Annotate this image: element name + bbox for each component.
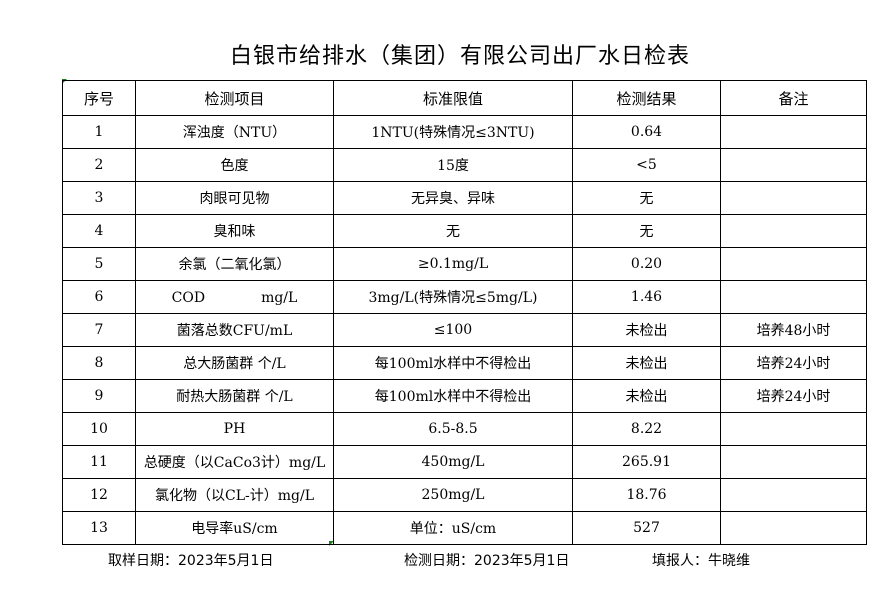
table-cell: 6	[62, 280, 136, 314]
table-cell: 8	[62, 346, 136, 380]
table-row: 13 电导率uS/cm 单位：uS/cm 527	[62, 511, 867, 545]
table-cell: 0.20	[572, 247, 721, 281]
table-cell: 耐热大肠菌群 个/L	[135, 379, 334, 413]
table-cell: 未检出	[572, 379, 721, 413]
testing-date: 检测日期：2023年5月1日	[404, 553, 570, 569]
table-cell: 11	[62, 445, 136, 479]
table-cell: 8.22	[572, 412, 721, 446]
table-cell: 无	[572, 181, 721, 215]
table-cell: 265.91	[572, 445, 721, 479]
header-cell: 检测结果	[572, 80, 721, 116]
table-cell	[720, 115, 867, 149]
table-cell: 总硬度（以CaCo3计）mg/L	[135, 445, 334, 479]
table-cell: 未检出	[572, 346, 721, 380]
table-cell: 培养24小时	[720, 379, 867, 413]
table-cell: 4	[62, 214, 136, 248]
table-cell	[720, 181, 867, 215]
table-cell: 未检出	[572, 313, 721, 347]
table-row: 2 色度 15度 <5	[62, 148, 867, 182]
table-cell: 色度	[135, 148, 334, 182]
table-row: 7 菌落总数CFU/mL ≤100 未检出 培养48小时	[62, 313, 867, 347]
table-cell: PH	[135, 412, 334, 446]
table-cell: 2	[62, 148, 136, 182]
table-cell: 18.76	[572, 478, 721, 512]
table-cell: 1	[62, 115, 136, 149]
table-cell: 每100ml水样中不得检出	[333, 379, 573, 413]
table-cell	[720, 478, 867, 512]
table-cell	[720, 280, 867, 314]
table-cell: 电导率uS/cm	[135, 511, 334, 545]
table-row: 5 余氯（二氧化氯） ≥0.1mg/L 0.20	[62, 247, 867, 281]
table-cell: 3mg/L(特殊情况≤5mg/L)	[333, 280, 573, 314]
table-cell: 10	[62, 412, 136, 446]
table-cell: 1.46	[572, 280, 721, 314]
table-cell: 527	[572, 511, 721, 545]
table-row: 12 氯化物（以CL-计）mg/L 250mg/L 18.76	[62, 478, 867, 512]
table-cell	[720, 445, 867, 479]
table-cell: 0.64	[572, 115, 721, 149]
table-cell: 余氯（二氧化氯）	[135, 247, 334, 281]
table-cell: <5	[572, 148, 721, 182]
table-cell: 无	[333, 214, 573, 248]
table-cell: ≥0.1mg/L	[333, 247, 573, 281]
table-row: 6 COD mg/L 3mg/L(特殊情况≤5mg/L) 1.46	[62, 280, 867, 314]
reporter: 填报人：牛晓维	[652, 553, 750, 569]
table-cell: 5	[62, 247, 136, 281]
table-cell: 培养24小时	[720, 346, 867, 380]
table-cell: 7	[62, 313, 136, 347]
table-cell: 无	[572, 214, 721, 248]
table-cell	[720, 214, 867, 248]
table-cell: 单位：uS/cm	[333, 511, 573, 545]
table-row: 11 总硬度（以CaCo3计）mg/L 450mg/L 265.91	[62, 445, 867, 479]
table-cell: 15度	[333, 148, 573, 182]
header-row: 序号 检测项目 标准限值 检测结果 备注	[62, 80, 867, 116]
table-row: 3 肉眼可见物 无异臭、异味无	[62, 181, 867, 215]
table-cell: 菌落总数CFU/mL	[135, 313, 334, 347]
header-cell: 标准限值	[333, 80, 573, 116]
table-row: 1 浑浊度（NTU） 1NTU(特殊情况≤3NTU) 0.64	[62, 115, 867, 149]
table-cell: 肉眼可见物	[135, 181, 334, 215]
table-cell: 无异臭、异味	[333, 181, 573, 215]
table-cell: 总大肠菌群 个/L	[135, 346, 334, 380]
table-cell: 1NTU(特殊情况≤3NTU)	[333, 115, 573, 149]
table-cell: 450mg/L	[333, 445, 573, 479]
table-cell: 13	[62, 511, 136, 545]
table-cell	[720, 148, 867, 182]
table-cell: 3	[62, 181, 136, 215]
table-cell: 培养48小时	[720, 313, 867, 347]
table-cell: 9	[62, 379, 136, 413]
table-cell: ≤100	[333, 313, 573, 347]
table-cell: 臭和味	[135, 214, 334, 248]
table-row: 9 耐热大肠菌群 个/L 每100ml水样中不得检出 未检出 培养24小时	[62, 379, 867, 413]
table-cell: 氯化物（以CL-计）mg/L	[135, 478, 334, 512]
page-title: 白银市给排水（集团）有限公司出厂水日检表	[229, 44, 690, 69]
table-cell	[720, 412, 867, 446]
inspection-table: 序号 检测项目 标准限值 检测结果 备注 1 浑浊度（NTU） 1NTU(特殊情况≤…	[62, 80, 867, 545]
table-cell	[720, 511, 867, 545]
table-cell: 浑浊度（NTU）	[135, 115, 334, 149]
table-cell: 250mg/L	[333, 478, 573, 512]
table-row: 4 臭和味无无	[62, 214, 867, 248]
table-row: 10 PH 6.5-8.5 8.22	[62, 412, 867, 446]
header-cell: 检测项目	[135, 80, 334, 116]
sampling-date: 取样日期：2023年5月1日	[108, 553, 274, 569]
table-cell: 每100ml水样中不得检出	[333, 346, 573, 380]
table-row: 8 总大肠菌群 个/L 每100ml水样中不得检出 未检出 培养24小时	[62, 346, 867, 380]
table-cell	[720, 247, 867, 281]
header-cell: 序号	[62, 80, 136, 116]
table-cell: 12	[62, 478, 136, 512]
table-cell: COD mg/L	[135, 280, 334, 314]
table-cell: 6.5-8.5	[333, 412, 573, 446]
header-cell: 备注	[720, 80, 867, 116]
